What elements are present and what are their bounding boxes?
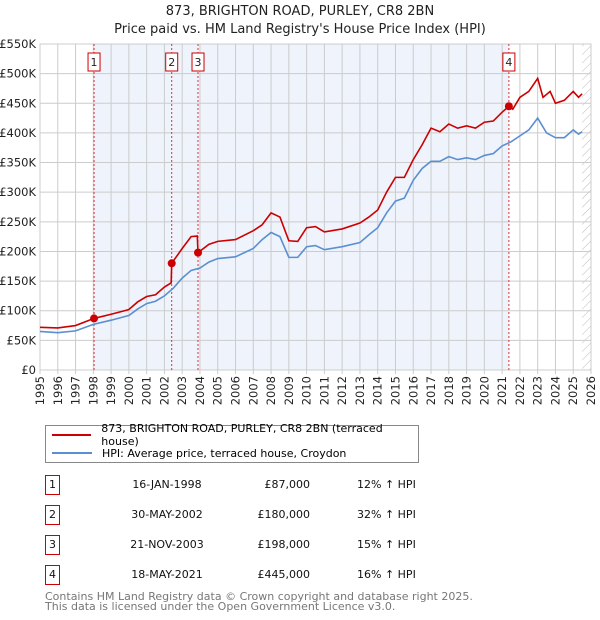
sale-label-number: 2	[168, 56, 175, 69]
sale-label-number: 1	[91, 56, 98, 69]
x-tick-label: 2001	[140, 376, 154, 405]
y-tick-label: £450K	[0, 96, 36, 110]
x-tick-label: 2020	[477, 376, 491, 405]
plot-border	[39, 43, 592, 371]
chart-subtitle: Price paid vs. HM Land Registry's House …	[114, 22, 486, 37]
y-tick-label: £400K	[0, 126, 36, 140]
legend-item-hpi: HPI: Average price, terraced house, Croy…	[52, 445, 346, 461]
plot-area: 1995 1996 1997 1998 1999 2000 2001 2002 2003 2004…	[0, 37, 598, 405]
x-tick-label: 1996	[51, 376, 65, 405]
legend-swatch-blue	[52, 452, 92, 454]
x-tick-label: 2018	[442, 376, 456, 405]
price-paid-line	[39, 76, 583, 329]
sale-price: £87,000	[264, 478, 311, 491]
footer-copyright: Contains HM Land Registry data © Crown c…	[45, 590, 473, 603]
x-tick-label: 2025	[566, 376, 580, 405]
x-tick-label: 2023	[531, 376, 545, 405]
sale-label-number: 4	[505, 56, 512, 69]
x-tick-label: 2017	[424, 376, 438, 405]
y-tick-label: £250K	[0, 215, 36, 229]
hpi-line	[39, 116, 583, 334]
sale-number-badge: 1	[45, 475, 60, 495]
footer-licence: This data is licensed under the Open Gov…	[45, 600, 396, 613]
y-tick-label: £300K	[0, 185, 36, 199]
x-tick-label: 2002	[157, 376, 171, 405]
sale-label-box	[191, 52, 205, 72]
x-tick-label: 2012	[335, 376, 349, 405]
sale-date: 30-MAY-2002	[131, 508, 203, 521]
x-tick-label: 2024	[548, 376, 562, 405]
sale-number-badge: 3	[45, 535, 60, 555]
x-tick-label: 2021	[495, 376, 509, 405]
x-tick-label: 2006	[229, 376, 243, 405]
sale-hpi-diff: 15% ↑ HPI	[357, 538, 416, 551]
legend-label: HPI: Average price, terraced house, Croy…	[102, 446, 347, 460]
sale-table-row: 4 18-MAY-2021 £445,000 16% ↑ HPI	[45, 565, 465, 585]
sale-point	[90, 314, 99, 323]
x-tick-label: 2011	[317, 376, 331, 405]
x-tick-label: 2015	[388, 376, 402, 405]
sale-table-row: 2 30-MAY-2002 £180,000 32% ↑ HPI	[45, 505, 465, 525]
x-tick-label: 2014	[371, 376, 385, 405]
forecast-hatch	[582, 44, 591, 370]
y-tick-label: £550K	[0, 37, 36, 51]
sale-point	[194, 248, 203, 257]
x-tick-label: 2005	[211, 376, 225, 405]
x-tick-label: 2019	[460, 376, 474, 405]
x-tick-label: 2010	[300, 376, 314, 405]
sale-label-box	[502, 52, 516, 72]
sale-date: 21-NOV-2003	[130, 538, 204, 551]
y-tick-label: £150K	[0, 274, 36, 288]
chart-title: 873, BRIGHTON ROAD, PURLEY, CR8 2BN	[165, 4, 435, 19]
x-tick-label: 2007	[246, 376, 260, 405]
x-tick-label: 1999	[104, 376, 118, 405]
sale-hpi-diff: 12% ↑ HPI	[357, 478, 416, 491]
legend-label: 873, BRIGHTON ROAD, PURLEY, CR8 2BN (ter…	[101, 422, 383, 448]
sale-hpi-diff: 16% ↑ HPI	[357, 568, 416, 581]
x-tick-label: 1995	[33, 376, 47, 405]
y-tick-label: £50K	[7, 333, 37, 347]
sale-period-shading	[94, 44, 509, 370]
x-tick-label: 2004	[193, 376, 207, 405]
y-tick-label: £0	[21, 363, 36, 377]
sale-table-row: 3 21-NOV-2003 £198,000 15% ↑ HPI	[45, 535, 465, 555]
y-tick-label: £100K	[0, 304, 36, 318]
y-tick-label: £350K	[0, 156, 36, 170]
sale-date: 18-MAY-2021	[131, 568, 203, 581]
legend-item-property: 873, BRIGHTON ROAD, PURLEY, CR8 2BN (ter…	[52, 422, 418, 448]
x-tick-label: 2000	[122, 376, 136, 405]
sale-number-badge: 2	[45, 505, 60, 525]
sale-label-number: 3	[195, 56, 202, 69]
sale-label-box	[165, 52, 179, 72]
sale-price: £445,000	[257, 568, 311, 581]
sale-date: 16-JAN-1998	[132, 478, 202, 491]
x-tick-label: 2013	[353, 376, 367, 405]
x-tick-label: 2008	[264, 376, 278, 405]
legend: 873, BRIGHTON ROAD, PURLEY, CR8 2BN (ter…	[45, 422, 419, 463]
x-tick-label: 2016	[406, 376, 420, 405]
x-tick-label: 2009	[282, 376, 296, 405]
sale-point	[167, 259, 176, 268]
x-tick-label: 1998	[86, 376, 100, 405]
x-tick-label: 2003	[175, 376, 189, 405]
sale-number-badge: 4	[45, 565, 60, 585]
x-tick-label: 2026	[584, 376, 598, 405]
sale-point	[504, 102, 513, 111]
sale-table-row: 1 16-JAN-1998 £87,000 12% ↑ HPI	[45, 475, 465, 495]
sale-price: £180,000	[257, 508, 311, 521]
x-tick-label: 1997	[69, 376, 83, 405]
y-tick-label: £500K	[0, 67, 36, 81]
sale-label-box	[87, 52, 101, 72]
x-tick-label: 2022	[513, 376, 527, 405]
sale-hpi-diff: 32% ↑ HPI	[357, 508, 416, 521]
sale-price: £198,000	[257, 538, 311, 551]
legend-swatch-red	[52, 434, 92, 436]
y-tick-label: £200K	[0, 244, 36, 258]
